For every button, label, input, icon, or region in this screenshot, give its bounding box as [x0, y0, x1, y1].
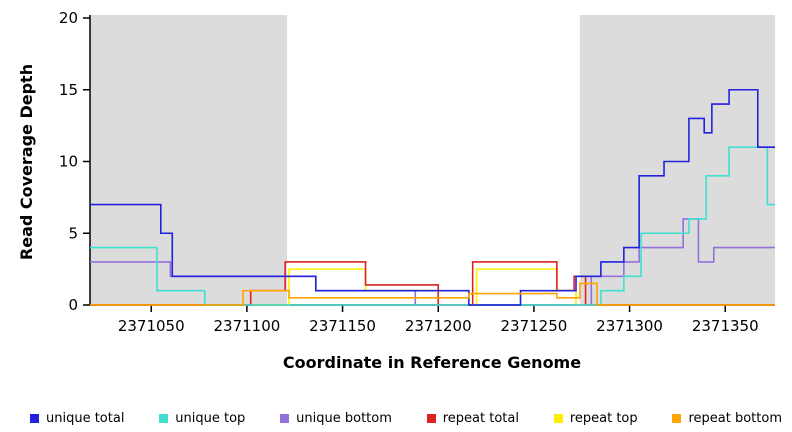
x-tick-label: 2371350 — [692, 317, 759, 335]
x-tick-label: 2371250 — [501, 317, 568, 335]
y-tick-label: 0 — [68, 296, 78, 314]
legend-label: unique top — [175, 411, 246, 426]
legend-label: repeat total — [442, 411, 519, 426]
x-tick-label: 2371050 — [118, 317, 185, 335]
series-unique-total — [90, 88, 775, 306]
series-repeat-bottom — [90, 282, 775, 306]
legend-label: repeat top — [569, 411, 638, 426]
x-axis-title: Coordinate in Reference Genome — [283, 353, 581, 372]
legend-label: unique total — [46, 411, 125, 426]
legend-item-repeat-total: repeat total — [426, 411, 519, 426]
legend-swatch-icon — [280, 414, 290, 423]
legend-swatch-icon — [426, 414, 436, 423]
y-tick-label: 15 — [59, 81, 78, 99]
x-tick-label: 2371200 — [405, 317, 472, 335]
y-tick-label: 10 — [59, 153, 78, 171]
shaded-region — [90, 15, 288, 305]
plot-legend: unique total unique top unique bottom repea… — [30, 411, 782, 426]
legend-item-unique-bottom: unique bottom — [280, 411, 392, 426]
series-unique-top — [90, 146, 775, 306]
shaded-region — [579, 15, 775, 305]
x-tick-label: 2371100 — [213, 317, 280, 335]
legend-item-unique-top: unique top — [159, 411, 245, 426]
coverage-plot: 0 5 10 15 20 2371050 2371100 2371150 2371200 2371… — [17, 9, 775, 372]
legend-label: repeat bottom — [688, 411, 782, 426]
legend-item-repeat-bottom: repeat bottom — [672, 411, 782, 426]
legend-swatch-icon — [30, 414, 39, 423]
y-tick-label: 5 — [68, 224, 78, 242]
legend-swatch-icon — [553, 414, 563, 423]
x-tick-label: 2371150 — [309, 317, 376, 335]
y-tick-label: 20 — [59, 9, 78, 27]
legend-swatch-icon — [159, 414, 169, 423]
x-tick-label: 2371300 — [596, 317, 663, 335]
legend-label: unique bottom — [296, 411, 392, 426]
legend-swatch-icon — [672, 414, 682, 423]
legend-item-repeat-top: repeat top — [553, 411, 638, 426]
y-axis-title: Read Coverage Depth — [17, 64, 36, 260]
legend-item-unique-total: unique total — [30, 411, 124, 426]
